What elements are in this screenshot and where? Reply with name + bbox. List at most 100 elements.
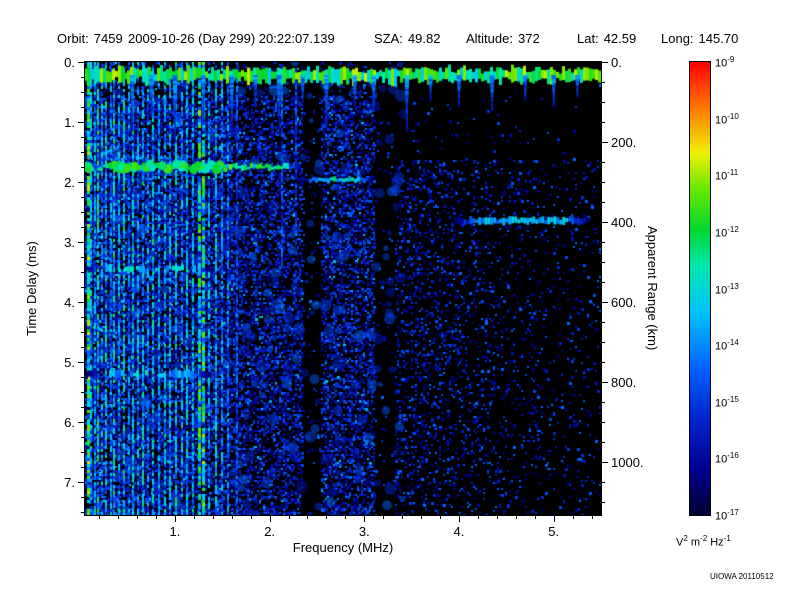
tick-mark: [496, 516, 498, 519]
colorbar-tick-label: 10-17: [715, 508, 739, 523]
tick-mark: [602, 302, 608, 303]
tick-label: 0.: [611, 55, 622, 70]
tick-mark: [515, 516, 517, 519]
tick-mark: [81, 332, 84, 333]
header-field-altitude: Altitude: 372: [466, 31, 540, 46]
datetime-value: 2009-10-26 (Day 299) 20:22:07.139: [128, 31, 335, 46]
long-value: 145.70: [698, 31, 739, 46]
tick-mark: [602, 222, 608, 223]
tick-mark: [78, 362, 84, 363]
lat-value: 42.59: [603, 31, 637, 46]
colorbar: [689, 61, 711, 516]
tick-mark: [602, 482, 605, 483]
tick-mark: [193, 516, 195, 519]
colorbar-tick-label: 10-13: [715, 281, 739, 297]
tick-label: 600.: [611, 295, 637, 310]
tick-mark: [602, 462, 608, 463]
tick-mark: [307, 516, 309, 519]
tick-mark: [81, 257, 84, 258]
tick-mark: [81, 197, 84, 198]
tick-mark: [78, 422, 84, 423]
colorbar-tick-label: 10-14: [715, 338, 739, 353]
tick-label: 6.: [64, 415, 75, 430]
tick-label: 3.: [358, 524, 370, 539]
header: Orbit: 7459 2009-10-26 (Day 299) 20:22:07…: [0, 31, 800, 47]
tick-mark: [156, 516, 157, 519]
tick-mark: [602, 422, 605, 423]
tick-mark: [174, 516, 176, 522]
tick-mark: [81, 272, 84, 273]
tick-mark: [81, 437, 84, 438]
tick-label: 5.: [64, 355, 75, 370]
tick-label: 800.: [611, 375, 637, 390]
tick-label: 4.: [453, 524, 465, 539]
y-axis-title-right: Apparent Range (km): [645, 226, 660, 351]
tick-label: 200.: [611, 135, 637, 150]
tick-mark: [78, 182, 84, 183]
tick-mark: [81, 107, 84, 108]
tick-mark: [78, 62, 84, 63]
header-field-long: Long: 145.70: [661, 31, 738, 46]
tick-mark: [78, 302, 84, 303]
tick-mark: [99, 516, 101, 519]
tick-mark: [602, 362, 605, 363]
tick-mark: [81, 407, 84, 408]
tick-label: 1.: [64, 115, 75, 130]
header-field-lat: Lat: 42.59: [577, 31, 636, 46]
tick-label: 0.: [64, 55, 75, 70]
tick-mark: [81, 377, 84, 378]
sza-value: 49.82: [407, 31, 441, 46]
tick-mark: [81, 347, 84, 348]
tick-mark: [591, 516, 593, 519]
colorbar-tick-label: 10-16: [715, 451, 739, 467]
tick-mark: [602, 242, 605, 243]
sza-label: SZA:: [374, 31, 403, 46]
tick-mark: [458, 516, 460, 522]
spectrogram-heatmap: [84, 61, 602, 516]
header-field-orbit: Orbit: 7459: [57, 31, 123, 46]
colorbar-tick-label: 10-15: [715, 394, 739, 410]
tick-mark: [602, 122, 605, 123]
tick-mark: [81, 227, 84, 228]
tick-mark: [269, 516, 271, 522]
tick-mark: [602, 342, 605, 343]
header-field-sza: SZA: 49.82: [374, 31, 440, 46]
altitude-label: Altitude:: [466, 31, 513, 46]
credit-text: UIOWA 20110512: [710, 572, 774, 581]
tick-mark: [602, 322, 605, 323]
tick-mark: [602, 502, 605, 503]
tick-mark: [326, 516, 328, 519]
long-label: Long:: [661, 31, 694, 46]
tick-label: 400.: [611, 215, 637, 230]
tick-mark: [81, 137, 84, 138]
tick-mark: [250, 516, 252, 519]
tick-mark: [602, 402, 605, 403]
tick-mark: [81, 77, 84, 78]
altitude-value: 372: [517, 31, 540, 46]
tick-mark: [602, 442, 605, 443]
tick-mark: [421, 516, 423, 519]
tick-mark: [602, 282, 605, 283]
tick-mark: [118, 516, 120, 519]
header-field-datetime: 2009-10-26 (Day 299) 20:22:07.139: [128, 31, 335, 46]
tick-mark: [81, 392, 84, 393]
tick-label: 3.: [64, 235, 75, 250]
tick-mark: [81, 92, 84, 93]
tick-mark: [534, 516, 536, 519]
lat-label: Lat:: [577, 31, 599, 46]
tick-mark: [81, 452, 84, 453]
x-axis-title: Frequency (MHz): [292, 540, 394, 555]
colorbar-tick-label: 10-9: [715, 55, 735, 70]
tick-label: 2.: [264, 524, 276, 539]
tick-label: 7.: [64, 475, 75, 490]
tick-mark: [553, 516, 555, 522]
tick-mark: [602, 262, 605, 263]
tick-mark: [288, 516, 290, 519]
tick-mark: [602, 142, 608, 143]
tick-mark: [81, 317, 84, 318]
tick-mark: [81, 152, 84, 153]
tick-label: 4.: [64, 295, 75, 310]
tick-mark: [231, 516, 233, 519]
tick-mark: [602, 82, 605, 83]
